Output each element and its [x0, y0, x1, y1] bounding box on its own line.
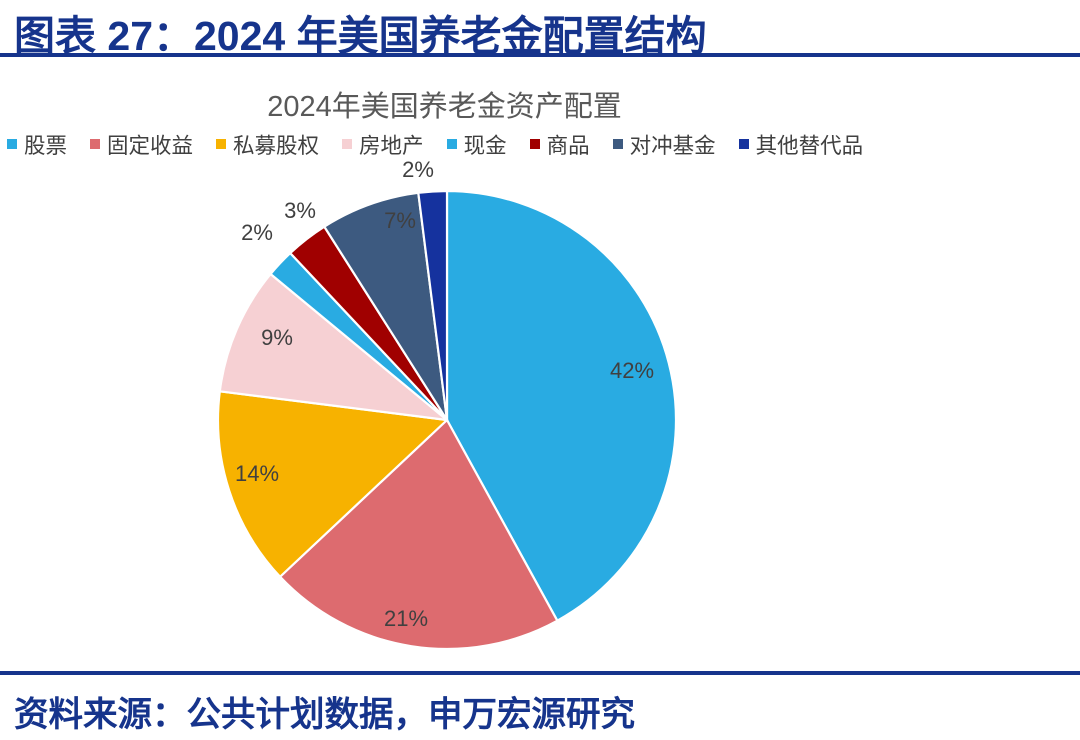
- svg-text:42%: 42%: [610, 358, 654, 383]
- svg-text:14%: 14%: [235, 461, 279, 486]
- svg-text:9%: 9%: [261, 325, 293, 350]
- svg-text:2%: 2%: [402, 157, 434, 182]
- svg-text:21%: 21%: [384, 606, 428, 631]
- svg-text:2%: 2%: [241, 220, 273, 245]
- svg-text:3%: 3%: [284, 198, 316, 223]
- svg-text:7%: 7%: [384, 208, 416, 233]
